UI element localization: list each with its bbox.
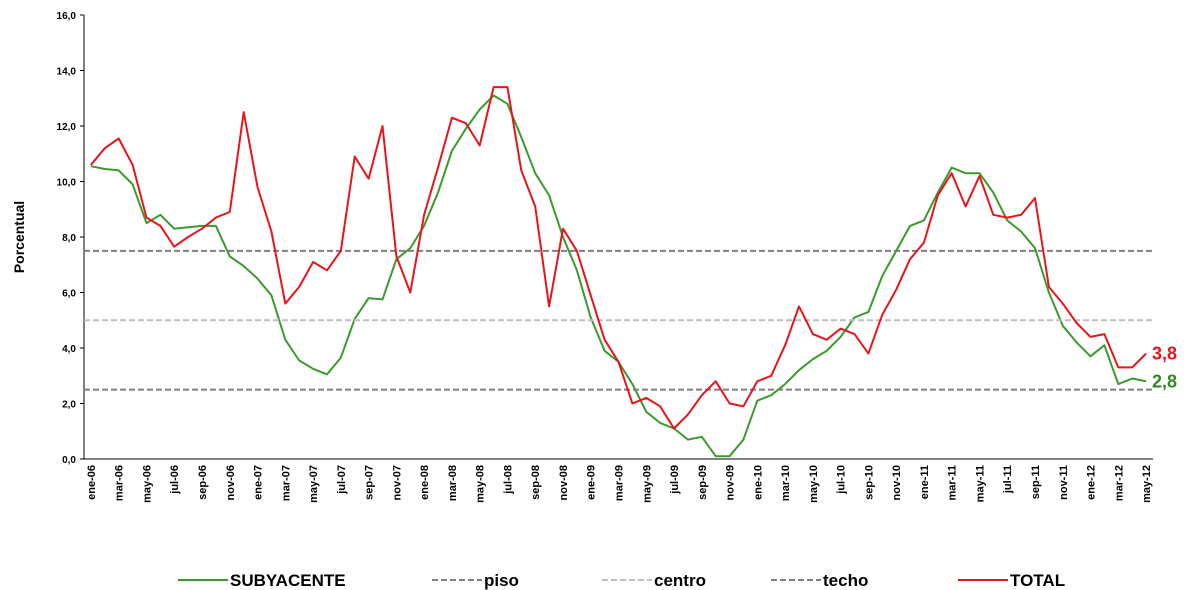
- x-tick-label: mar-11: [947, 465, 959, 500]
- y-tick-label: 14,0: [57, 67, 77, 78]
- x-tick-label: mar-08: [447, 465, 459, 501]
- x-tick-label: mar-06: [114, 465, 126, 501]
- x-tick-label: jul-11: [1002, 465, 1014, 494]
- series-line: [90, 94, 1147, 458]
- legend-label: techo: [823, 571, 868, 590]
- y-tick-label: 12,0: [57, 122, 77, 133]
- x-tick-label: nov-09: [725, 465, 737, 500]
- series-line: [90, 86, 1147, 430]
- x-tick-label: ene-10: [752, 465, 764, 500]
- x-tick-label: sep-06: [197, 465, 209, 500]
- x-tick-label: ene-07: [253, 465, 265, 500]
- data-label: 3,8: [1152, 344, 1177, 364]
- x-tick-label: may-12: [1141, 465, 1153, 503]
- x-tick-label: nov-07: [391, 465, 403, 500]
- x-tick-label: ene-09: [586, 465, 598, 500]
- y-axis-label: Porcentual: [11, 201, 27, 273]
- y-tick-label: 2,0: [62, 400, 76, 411]
- x-tick-label: ene-08: [419, 465, 431, 500]
- x-tick-label: may-07: [308, 465, 320, 503]
- legend-label: SUBYACENTE: [230, 571, 346, 590]
- x-tick-label: mar-09: [614, 465, 626, 501]
- y-tick-label: 4,0: [62, 344, 76, 355]
- x-tick-label: may-10: [808, 465, 820, 503]
- x-tick-label: ene-12: [1086, 465, 1098, 500]
- x-tick-label: nov-06: [225, 465, 237, 500]
- x-tick-label: mar-12: [1113, 465, 1125, 501]
- x-tick-label: jul-06: [169, 465, 181, 495]
- data-label: 2,8: [1152, 371, 1177, 391]
- x-tick-label: may-06: [141, 465, 153, 503]
- x-tick-label: jul-07: [336, 465, 348, 495]
- x-tick-label: jul-09: [669, 465, 681, 495]
- x-tick-label: sep-09: [697, 465, 709, 500]
- x-tick-label: sep-11: [1030, 465, 1042, 499]
- x-tick-label: sep-08: [530, 465, 542, 500]
- x-tick-label: mar-07: [280, 465, 292, 501]
- y-tick-label: 6,0: [62, 289, 76, 300]
- y-tick-label: 0,0: [62, 455, 76, 466]
- y-tick-label: 8,0: [62, 233, 76, 244]
- x-tick-label: may-09: [641, 465, 653, 503]
- x-tick-label: nov-08: [558, 465, 570, 500]
- x-tick-label: nov-11: [1058, 465, 1070, 500]
- x-tick-label: mar-10: [780, 465, 792, 501]
- x-tick-label: jul-08: [502, 465, 514, 495]
- legend-label: centro: [654, 571, 706, 590]
- legend-label: TOTAL: [1010, 571, 1065, 590]
- x-tick-label: sep-10: [863, 465, 875, 500]
- x-tick-label: nov-10: [891, 465, 903, 500]
- x-tick-label: ene-06: [86, 465, 98, 500]
- legend-label: piso: [484, 571, 519, 590]
- x-tick-label: may-08: [475, 465, 487, 503]
- x-tick-label: jul-10: [836, 465, 848, 495]
- x-tick-label: ene-11: [919, 465, 931, 499]
- x-tick-label: sep-07: [364, 465, 376, 500]
- y-tick-label: 10,0: [57, 178, 77, 189]
- x-tick-label: may-11: [974, 465, 986, 502]
- y-tick-label: 16,0: [57, 11, 77, 22]
